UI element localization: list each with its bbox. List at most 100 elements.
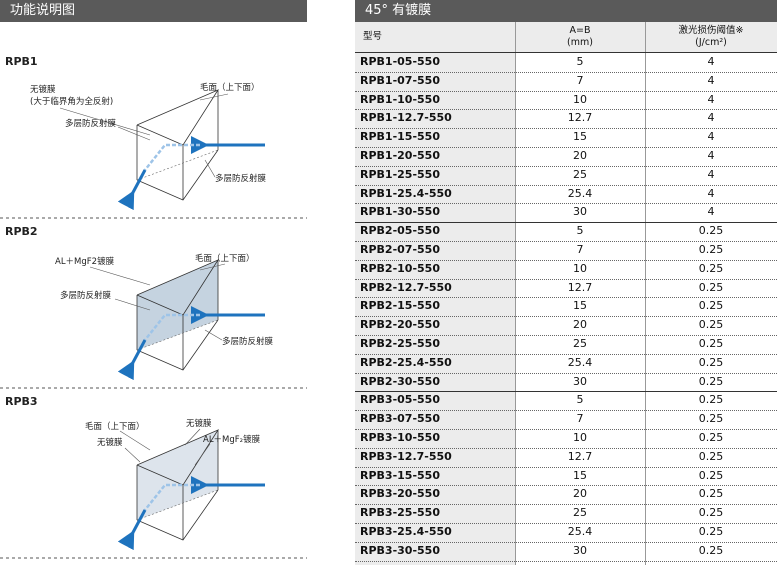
model: RPB3-05-550: [360, 393, 440, 407]
row-line: [355, 184, 777, 186]
row-line: [355, 466, 777, 468]
size: 5: [576, 55, 584, 68]
beam-inside: [144, 143, 200, 171]
model: RPB2-15-550: [360, 299, 440, 313]
model: RPB2-05-550: [360, 224, 440, 238]
threshold: 0.25: [698, 355, 724, 369]
model: RPB1-25.4-550: [360, 186, 452, 200]
header-line: [355, 52, 777, 53]
threshold: 0.25: [698, 506, 724, 520]
size: 10: [573, 431, 587, 444]
row-line: [355, 560, 777, 562]
diagrams: RPB1无镀膜(大于临界角为全反射)毛面（上下面）多层防反射膜多层防反射膜RPB…: [0, 55, 307, 559]
threshold: 0.25: [698, 261, 724, 275]
threshold: 4: [707, 149, 715, 162]
model: RPB2-30-550: [360, 374, 440, 388]
row-line: [355, 541, 777, 543]
threshold: 0.25: [698, 374, 724, 388]
column-header: (mm): [567, 37, 593, 48]
leader: [117, 126, 151, 141]
size: 12.7: [567, 111, 593, 125]
col-border: [645, 22, 646, 565]
size: 15: [573, 468, 587, 482]
threshold: 0.25: [698, 224, 724, 238]
size: 25.4: [567, 525, 593, 538]
label: 无镀膜: [186, 418, 212, 429]
row-line: [355, 353, 777, 355]
model: RPB1-30-550: [360, 205, 440, 219]
size: 30: [573, 205, 587, 219]
section-name: RPB2: [5, 225, 38, 238]
leader: [124, 447, 141, 463]
model: RPB3-12.7-550: [360, 449, 452, 463]
threshold: 0.25: [698, 487, 724, 501]
threshold: 4: [707, 130, 715, 144]
row-line: [355, 391, 777, 393]
threshold: 0.25: [698, 299, 724, 313]
threshold: 0.25: [698, 468, 724, 482]
row-line: [355, 429, 777, 430]
row-line: [355, 90, 777, 92]
model: RPB3-25-550: [360, 506, 440, 520]
size: 12.7: [567, 280, 593, 294]
label: (大于临界角为全反射): [30, 96, 113, 107]
size: 25.4: [567, 186, 593, 200]
section-name: RPB3: [5, 395, 38, 408]
threshold: 0.25: [698, 337, 724, 350]
threshold: 0.25: [698, 393, 724, 407]
label: 无镀膜: [30, 84, 56, 95]
size: 10: [573, 92, 587, 106]
row-line: [355, 203, 777, 205]
beam-inside: [144, 313, 200, 341]
leader: [194, 443, 211, 466]
row-line: [355, 447, 777, 449]
prism: [136, 89, 220, 201]
size: 25: [573, 506, 587, 520]
row-line: [355, 316, 777, 318]
model: RPB3-15-550: [360, 468, 440, 482]
label: 无镀膜: [97, 437, 123, 448]
threshold: 0.25: [698, 525, 724, 538]
model: RPB3-25.4-550: [360, 525, 452, 538]
label: AL＋MgF₂镀膜: [203, 434, 261, 445]
leader: [204, 329, 223, 341]
column-header: 激光损伤阈值※: [678, 25, 744, 36]
column-header: 型号: [363, 31, 383, 42]
label: 多层防反射膜: [65, 118, 117, 129]
row-line: [355, 71, 777, 73]
row-line: [355, 410, 777, 412]
prism: [136, 259, 220, 371]
row-line: [355, 335, 777, 336]
model: RPB2-12.7-550: [360, 280, 452, 294]
model: RPB1-07-550: [360, 73, 440, 87]
label: 多层防反射膜: [60, 290, 112, 301]
threshold: 0.25: [698, 543, 724, 557]
size: 12.7: [567, 449, 593, 463]
size: 10: [573, 261, 587, 275]
threshold: 4: [707, 167, 715, 181]
threshold: 0.25: [698, 318, 724, 332]
threshold: 4: [707, 55, 715, 68]
beam-out: [117, 339, 147, 381]
model: RPB3-30-550: [360, 543, 440, 557]
label: 毛面（上下面）: [85, 421, 145, 432]
leader: [204, 159, 216, 178]
label: 多层防反射膜: [215, 173, 267, 184]
size: 15: [573, 130, 587, 144]
row-line: [355, 523, 777, 524]
size: 5: [576, 224, 584, 238]
size: 7: [576, 412, 584, 426]
model: RPB2-20-550: [360, 318, 440, 332]
size: 25: [573, 337, 587, 350]
right-title: 45° 有镀膜: [355, 0, 777, 22]
size: 30: [573, 543, 587, 557]
threshold: 0.25: [698, 431, 724, 444]
label: 多层防反射膜: [222, 336, 274, 347]
label: 毛面（上下面）: [200, 82, 260, 93]
col-border: [515, 22, 516, 565]
beam-inside: [144, 483, 200, 511]
threshold: 0.25: [698, 243, 724, 256]
beam-out: [117, 509, 147, 551]
